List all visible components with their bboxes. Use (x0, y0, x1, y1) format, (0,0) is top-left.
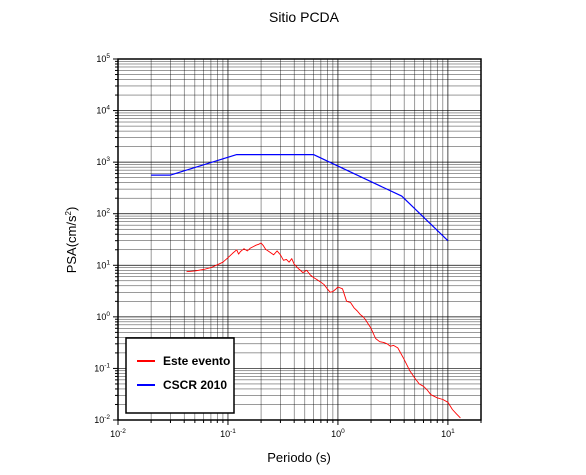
legend-label-cscr-2010: CSCR 2010 (163, 378, 227, 392)
y-tick-label-exponent: 4 (106, 105, 110, 112)
x-tick-label-exponent: -1 (230, 428, 236, 435)
y-axis-label-exponent: 2 (64, 211, 73, 216)
y-tick-label-exponent: 0 (106, 311, 110, 318)
x-tick-label-base: 10 (441, 429, 451, 439)
y-tick-label: 102 (96, 208, 110, 219)
x-tick-label-exponent: -2 (120, 428, 126, 435)
y-axis-label-suffix: ) (64, 207, 79, 211)
x-tick-label: 10-2 (110, 428, 126, 439)
plot-frame (117, 58, 482, 421)
series-lines (151, 154, 461, 419)
y-tick-label-exponent: -1 (104, 362, 110, 369)
y-tick-label: 103 (96, 156, 110, 167)
series-line-este-evento (186, 242, 461, 419)
y-tick-label-base: 10 (96, 312, 106, 322)
y-tick-label-base: 10 (96, 260, 106, 270)
legend-label-este-evento: Este evento (163, 354, 230, 368)
y-tick-label-exponent: -2 (104, 414, 110, 421)
y-tick-label: 10-2 (94, 414, 110, 425)
y-tick-label-base: 10 (94, 415, 104, 425)
y-axis-label-main: PSA(cm/s (64, 215, 79, 273)
legend-box (125, 337, 235, 414)
y-tick-label: 104 (96, 105, 110, 116)
y-tick-label-base: 10 (96, 209, 106, 219)
y-tick-label-base: 10 (96, 106, 106, 116)
legend: Este evento CSCR 2010 (125, 337, 235, 414)
y-tick-label-base: 10 (96, 54, 106, 64)
x-tick-label-base: 10 (331, 429, 341, 439)
x-tick-label-base: 10 (220, 429, 230, 439)
x-axis-label: Periodo (s) (267, 450, 331, 465)
grid-lines (117, 58, 482, 421)
x-tick-label-exponent: 0 (341, 428, 345, 435)
y-tick-label: 100 (96, 311, 110, 322)
series-line-cscr-2010 (151, 154, 449, 242)
y-tick-label-exponent: 1 (106, 259, 110, 266)
x-tick-label: 101 (441, 428, 455, 439)
x-tick-label-base: 10 (110, 429, 120, 439)
y-tick-label-exponent: 5 (106, 53, 110, 60)
chart-title: Sitio PCDA (269, 9, 340, 25)
y-tick-label: 105 (96, 53, 110, 64)
y-axis-label: PSA(cm/s2) (64, 207, 79, 274)
y-tick-label-exponent: 3 (106, 156, 110, 163)
x-tick-label-exponent: 1 (451, 428, 455, 435)
y-tick-label: 101 (96, 259, 110, 270)
x-tick-label: 10-1 (220, 428, 236, 439)
x-tick-label: 100 (331, 428, 345, 439)
y-tick-label-base: 10 (94, 363, 104, 373)
y-tick-label: 10-1 (94, 362, 110, 373)
y-tick-label-base: 10 (96, 157, 106, 167)
y-tick-label-exponent: 2 (106, 208, 110, 215)
